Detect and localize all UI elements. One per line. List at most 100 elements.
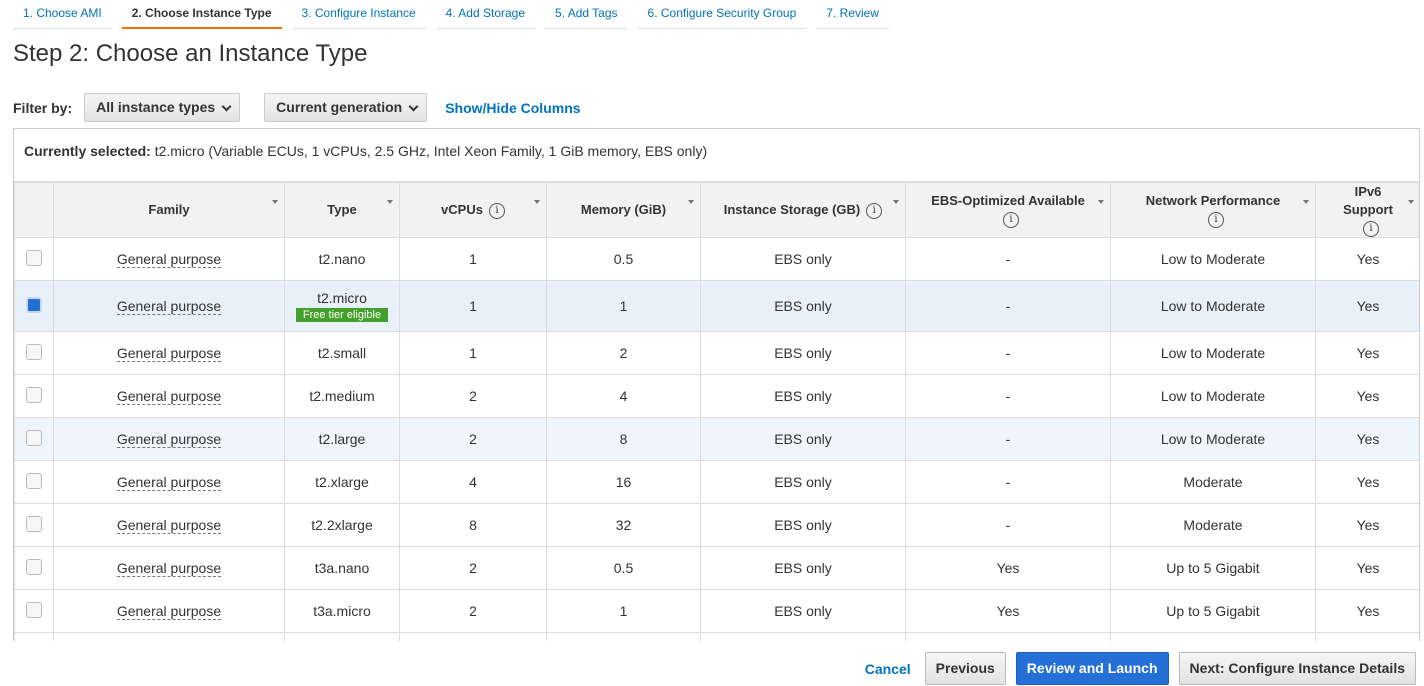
row-checkbox[interactable] [26, 602, 42, 618]
wizard-tab[interactable]: 5. Add Tags [545, 0, 628, 29]
column-header[interactable]: Family [54, 183, 285, 238]
family[interactable]: General purpose [117, 431, 221, 448]
instance-row[interactable]: General purposet2.microFree tier eligibl… [15, 281, 1421, 332]
sort-arrow[interactable] [1408, 200, 1414, 204]
sort-arrow[interactable] [534, 200, 540, 204]
generation-dropdown[interactable]: Current generation [264, 93, 427, 122]
row-checkbox[interactable] [26, 473, 42, 489]
type-cell: t2.medium [285, 375, 400, 418]
type-cell: t2.large [285, 418, 400, 461]
sort-arrow[interactable] [272, 200, 278, 204]
row-checkbox[interactable] [26, 387, 42, 403]
instance-row[interactable]: General purposet3a.nano20.5EBS onlyYesUp… [15, 547, 1421, 590]
ipv6-support: Yes [1357, 345, 1380, 361]
memory: 0.5 [614, 560, 633, 576]
type-cell: t3a.micro [285, 590, 400, 633]
ebs-optimized: - [1006, 517, 1011, 533]
ebs-optimized: - [1006, 345, 1011, 361]
wizard-tab[interactable]: 6. Configure Security Group [638, 0, 807, 29]
sort-arrow[interactable] [893, 200, 899, 204]
row-checkbox[interactable] [26, 344, 42, 360]
instance-storage-cell: EBS only [701, 332, 906, 375]
sort-arrow[interactable] [1098, 200, 1104, 204]
info-icon[interactable]: i [1208, 212, 1224, 228]
row-checkbox[interactable] [26, 516, 42, 532]
sort-arrow[interactable] [1303, 200, 1309, 204]
network-performance: Up to 5 Gigabit [1166, 560, 1259, 576]
previous-button[interactable]: Previous [925, 652, 1006, 685]
memory-cell: 2 [547, 633, 701, 642]
select-cell [15, 547, 54, 590]
column-header[interactable]: EBS-Optimized Availablei [906, 183, 1111, 238]
family[interactable]: General purpose [117, 345, 221, 362]
ipv6-support: Yes [1357, 474, 1380, 490]
instance-row[interactable]: General purposet3a.small22EBS onlyYesUp … [15, 633, 1421, 642]
column-header[interactable]: IPv6 Supporti [1316, 183, 1421, 238]
wizard-tab[interactable]: 7. Review [816, 0, 889, 29]
instance-row[interactable]: General purposet2.large28EBS only-Low to… [15, 418, 1421, 461]
ebs-optimized: Yes [997, 560, 1020, 576]
vcpus: 2 [469, 560, 477, 576]
column-header[interactable]: vCPUsi [400, 183, 547, 238]
columns-link[interactable]: Show/Hide Columns [445, 100, 580, 116]
family[interactable]: General purpose [117, 560, 221, 577]
network-performance-cell: Up to 5 Gigabit [1111, 547, 1316, 590]
memory: 2 [620, 345, 628, 361]
wizard-tab[interactable]: 3. Configure Instance [292, 0, 426, 29]
row-checkbox[interactable] [26, 430, 42, 446]
network-performance: Moderate [1183, 517, 1242, 533]
family-cell: General purpose [54, 418, 285, 461]
column-header[interactable]: Network Performancei [1111, 183, 1316, 238]
instance-row[interactable]: General purposet2.medium24EBS only-Low t… [15, 375, 1421, 418]
row-checkbox[interactable] [26, 297, 42, 313]
type: t2.2xlarge [311, 517, 372, 533]
column-header[interactable]: Type [285, 183, 400, 238]
ebs-optimized-cell: - [906, 238, 1111, 281]
network-performance: Low to Moderate [1161, 251, 1265, 267]
type-cell: t2.nano [285, 238, 400, 281]
network-performance-cell: Moderate [1111, 461, 1316, 504]
ipv6-support: Yes [1357, 517, 1380, 533]
wizard-tab[interactable]: 2. Choose Instance Type [122, 0, 282, 29]
family-cell: General purpose [54, 633, 285, 642]
instance-row[interactable]: General purposet3a.micro21EBS onlyYesUp … [15, 590, 1421, 633]
memory-cell: 4 [547, 375, 701, 418]
sort-arrow[interactable] [387, 200, 393, 204]
instance-row[interactable]: General purposet2.xlarge416EBS only-Mode… [15, 461, 1421, 504]
select-cell [15, 461, 54, 504]
family-cell: General purpose [54, 461, 285, 504]
launch-button[interactable]: Review and Launch [1016, 652, 1169, 685]
info-icon[interactable]: i [489, 203, 505, 219]
info-icon[interactable]: i [866, 203, 882, 219]
wizard-tab[interactable]: 1. Choose AMI [13, 0, 112, 29]
instance-row[interactable]: General purposet2.2xlarge832EBS only-Mod… [15, 504, 1421, 547]
info-icon[interactable]: i [1363, 221, 1379, 237]
instance-type-dropdown[interactable]: All instance types [84, 93, 240, 122]
wizard-tab[interactable]: 4. Add Storage [436, 0, 535, 29]
column-header[interactable]: Memory (GiB) [547, 183, 701, 238]
family[interactable]: General purpose [117, 298, 221, 315]
family[interactable]: General purpose [117, 517, 221, 534]
family-cell: General purpose [54, 504, 285, 547]
instance-row[interactable]: General purposet2.small12EBS only-Low to… [15, 332, 1421, 375]
wizard-tabs: 1. Choose AMI 2. Choose Instance Type 3. C… [13, 0, 889, 29]
memory-cell: 0.5 [547, 238, 701, 281]
network-performance: Low to Moderate [1161, 345, 1265, 361]
row-checkbox[interactable] [26, 250, 42, 266]
info-icon[interactable]: i [1003, 212, 1019, 228]
memory: 8 [620, 431, 628, 447]
column-header[interactable]: Instance Storage (GB)i [701, 183, 906, 238]
family[interactable]: General purpose [117, 388, 221, 405]
next-button[interactable]: Next: Configure Instance Details [1179, 652, 1417, 685]
family[interactable]: General purpose [117, 474, 221, 491]
family[interactable]: General purpose [117, 603, 221, 620]
ebs-optimized-cell: Yes [906, 547, 1111, 590]
instance-row[interactable]: General purposet2.nano10.5EBS only-Low t… [15, 238, 1421, 281]
vcpus: 8 [469, 517, 477, 533]
row-checkbox[interactable] [26, 559, 42, 575]
type-cell: t3a.small [285, 633, 400, 642]
family[interactable]: General purpose [117, 251, 221, 268]
selection-label: Currently selected: [24, 143, 151, 159]
cancel-button[interactable]: Cancel [865, 661, 911, 677]
sort-arrow[interactable] [688, 200, 694, 204]
